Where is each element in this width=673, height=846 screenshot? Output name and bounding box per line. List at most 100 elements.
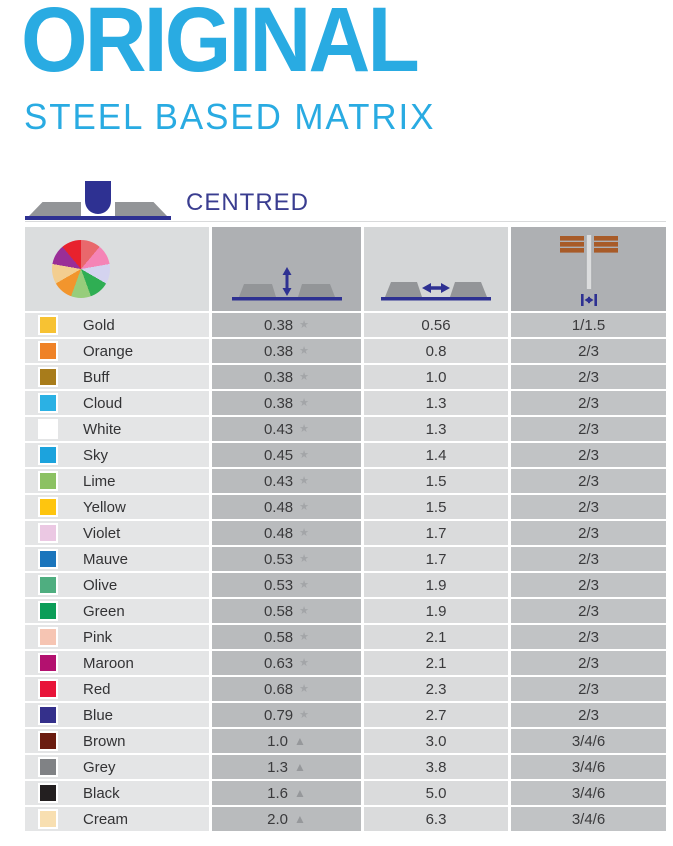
colour-cell: Pink	[25, 625, 209, 649]
colour-swatch-frame	[38, 393, 58, 413]
height-cell: 0.43 ★	[212, 417, 361, 441]
colour-cell: Black	[25, 781, 209, 805]
height-cell: 0.58 ★	[212, 625, 361, 649]
height-value: 0.53	[263, 576, 294, 594]
height-value: 0.68	[263, 680, 294, 698]
height-cell: 0.68 ★	[212, 677, 361, 701]
colour-swatch	[40, 707, 56, 723]
width-value: 1.5	[425, 498, 447, 516]
width-value: 1.4	[425, 446, 447, 464]
height-cell: 0.79 ★	[212, 703, 361, 727]
height-value: 0.58	[263, 602, 294, 620]
joint-cell: 2/3	[511, 365, 666, 389]
colour-cell: Orange	[25, 339, 209, 363]
colour-cell: Blue	[25, 703, 209, 727]
colour-swatch-frame	[38, 341, 58, 361]
page-subtitle: STEEL BASED MATRIX	[24, 96, 436, 137]
joint-cell: 2/3	[511, 391, 666, 415]
height-cell: 1.3 ▲	[212, 755, 361, 779]
joint-cell: 2/3	[511, 573, 666, 597]
colour-cell: Mauve	[25, 547, 209, 571]
colour-cell: Yellow	[25, 495, 209, 519]
section-label: CENTRED	[186, 189, 310, 216]
colour-swatch-frame	[38, 419, 58, 439]
colour-swatch-frame	[38, 653, 58, 673]
colour-swatch	[40, 681, 56, 697]
height-value: 0.38	[263, 342, 294, 360]
colour-cell: Buff	[25, 365, 209, 389]
height-marker-icon: ★	[299, 578, 310, 591]
colour-cell: Lime	[25, 469, 209, 493]
joint-value: 2/3	[578, 446, 599, 464]
width-cell: 2.1	[364, 651, 508, 675]
height-value: 0.43	[263, 420, 294, 438]
joint-cell: 2/3	[511, 599, 666, 623]
height-cell: 0.45 ★	[212, 443, 361, 467]
width-cell: 0.56	[364, 313, 508, 337]
trapezoid-right	[115, 202, 167, 216]
width-cell: 1.0	[364, 365, 508, 389]
height-cell: 2.0 ▲	[212, 807, 361, 831]
height-cell: 0.63 ★	[212, 651, 361, 675]
height-value: 0.38	[263, 368, 294, 386]
joint-cell: 2/3	[511, 625, 666, 649]
colour-swatch-frame	[38, 809, 58, 829]
joint-cell: 2/3	[511, 677, 666, 701]
height-marker-icon: ★	[299, 474, 310, 487]
colour-swatch	[40, 551, 56, 567]
colour-swatch-frame	[38, 367, 58, 387]
colour-swatch-frame	[38, 575, 58, 595]
colour-name: Violet	[83, 524, 121, 542]
joint-cell: 2/3	[511, 443, 666, 467]
joint-value: 2/3	[578, 628, 599, 646]
height-marker-icon: ▲	[293, 786, 306, 800]
icon-baseline	[25, 216, 171, 220]
joint-cell: 3/4/6	[511, 729, 666, 753]
width-value: 2.7	[425, 706, 447, 724]
colour-swatch	[40, 785, 56, 801]
joint-value: 1/1.5	[571, 316, 606, 334]
width-cell: 1.5	[364, 469, 508, 493]
profile-width-icon	[381, 282, 491, 301]
width-value: 3.8	[425, 758, 447, 776]
colour-cell: Cloud	[25, 391, 209, 415]
colour-swatch-frame	[38, 471, 58, 491]
joint-cell: 2/3	[511, 521, 666, 545]
width-cell: 1.7	[364, 521, 508, 545]
width-cell: 1.9	[364, 573, 508, 597]
height-value: 1.3	[267, 758, 288, 776]
colour-name: Cloud	[83, 394, 123, 412]
colour-name: White	[83, 420, 122, 438]
width-value: 0.56	[421, 316, 451, 334]
colour-swatch	[40, 655, 56, 671]
page-title: ORIGINAL	[21, 0, 420, 91]
matrix-table: Gold 0.38 ★ 0.56 1/1.5 Orange 0.38 ★ 0.8…	[25, 227, 666, 831]
colour-swatch-frame	[38, 315, 58, 335]
height-marker-icon: ★	[299, 396, 310, 409]
joint-value: 2/3	[578, 706, 599, 724]
width-value: 1.9	[425, 576, 447, 594]
joint-value: 3/4/6	[571, 732, 606, 750]
height-cell: 0.53 ★	[212, 547, 361, 571]
colour-name: Cream	[83, 810, 129, 828]
joint-value: 2/3	[578, 654, 599, 672]
colour-name: Black	[83, 784, 120, 802]
width-cell: 2.3	[364, 677, 508, 701]
width-value: 2.1	[425, 628, 447, 646]
colour-name: Lime	[83, 472, 116, 490]
colour-cell: Gold	[25, 313, 209, 337]
width-value: 6.3	[425, 810, 447, 828]
joint-cell: 2/3	[511, 417, 666, 441]
colour-name: Grey	[83, 758, 116, 776]
divider-rule	[25, 221, 666, 222]
joint-width-icon	[559, 235, 618, 306]
trapezoid-left	[29, 202, 81, 216]
profile-height-icon	[231, 267, 342, 301]
col-header-height	[212, 227, 361, 311]
height-value: 0.43	[263, 472, 294, 490]
height-marker-icon: ★	[299, 448, 310, 461]
height-cell: 0.53 ★	[212, 573, 361, 597]
colour-cell: Maroon	[25, 651, 209, 675]
height-cell: 0.48 ★	[212, 495, 361, 519]
width-cell: 3.0	[364, 729, 508, 753]
